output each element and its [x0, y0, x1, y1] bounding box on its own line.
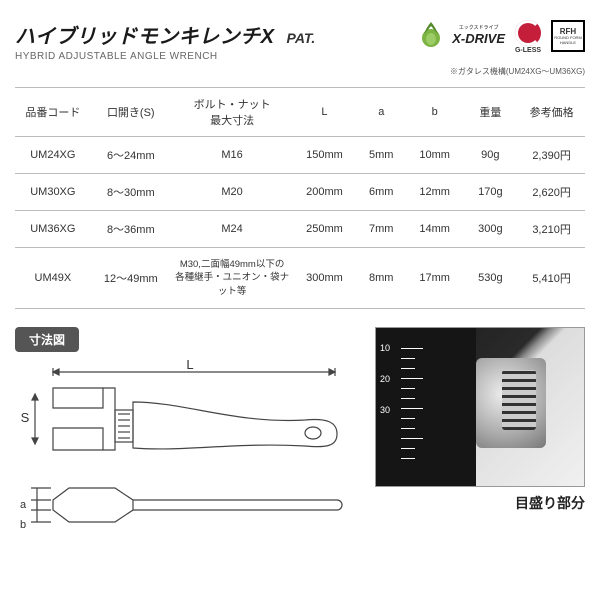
scale-photo: 10 20 30: [375, 327, 585, 487]
worm-gear: [502, 370, 536, 430]
ruler-num: 20: [380, 375, 390, 384]
col-weight: 重量: [463, 88, 519, 137]
table-cell: 12mm: [407, 174, 463, 211]
table-cell: M30,二面幅49mm以下の 各種継手・ユニオン・袋ナット等: [171, 248, 293, 309]
table-cell: UM36XG: [15, 211, 91, 248]
photo-block: 10 20 30 目盛り部分: [375, 327, 585, 513]
table-cell: 2,620円: [518, 174, 585, 211]
table-cell: 5,410円: [518, 248, 585, 309]
rfh-logo: RFH ROUND FORM HANDLE: [551, 20, 585, 52]
table-cell: M16: [171, 137, 293, 174]
table-cell: UM24XG: [15, 137, 91, 174]
table-cell: 250mm: [293, 211, 355, 248]
table-cell: 200mm: [293, 174, 355, 211]
xdrive-text: X-DRIVE: [452, 31, 505, 46]
table-cell: 10mm: [407, 137, 463, 174]
table-cell: M24: [171, 211, 293, 248]
table-cell: 300g: [463, 211, 519, 248]
table-cell: M20: [171, 174, 293, 211]
product-title-ja: ハイブリッドモンキレンチX PAT.: [15, 20, 416, 49]
table-cell: 12～49mm: [91, 248, 171, 309]
rfh-bottom: ROUND FORM HANDLE: [553, 36, 583, 45]
table-cell: 90g: [463, 137, 519, 174]
table-cell: UM49X: [15, 248, 91, 309]
ruler-marks: [401, 348, 411, 468]
gless-logo: G-LESS: [511, 20, 545, 54]
dim-label-s: S: [21, 410, 30, 425]
col-b: b: [407, 88, 463, 137]
ruler-num: 10: [380, 344, 390, 353]
gless-text: G-LESS: [511, 47, 545, 54]
table-cell: 300mm: [293, 248, 355, 309]
table-cell: 14mm: [407, 211, 463, 248]
ruler-num: 30: [380, 406, 390, 415]
dim-label-l: L: [186, 360, 193, 372]
header: ハイブリッドモンキレンチX PAT. HYBRID ADJUSTABLE ANG…: [15, 20, 585, 62]
ruler-numbers: 10 20 30: [380, 344, 390, 437]
col-price: 参考価格: [518, 88, 585, 137]
table-header-row: 品番コード 口開き(S) ボルト・ナット 最大寸法 L a b 重量 参考価格: [15, 88, 585, 137]
table-cell: 170g: [463, 174, 519, 211]
col-l: L: [293, 88, 355, 137]
table-cell: 3,210円: [518, 211, 585, 248]
table-cell: 5mm: [356, 137, 407, 174]
table-cell: 8mm: [356, 248, 407, 309]
col-a: a: [356, 88, 407, 137]
table-cell: 8～30mm: [91, 174, 171, 211]
table-row: UM24XG6～24mmM16150mm5mm10mm90g2,390円: [15, 137, 585, 174]
table-row: UM36XG8～36mmM24250mm7mm14mm300g3,210円: [15, 211, 585, 248]
photo-caption: 目盛り部分: [375, 493, 585, 513]
table-cell: 17mm: [407, 248, 463, 309]
col-opening: 口開き(S): [91, 88, 171, 137]
dimension-diagram: L S a b: [15, 360, 345, 540]
gless-icon: [515, 20, 541, 46]
title-block: ハイブリッドモンキレンチX PAT. HYBRID ADJUSTABLE ANG…: [15, 20, 416, 62]
pat-label: PAT.: [287, 30, 316, 46]
dim-label-a: a: [20, 499, 27, 511]
table-cell: 7mm: [356, 211, 407, 248]
diagram-block: 寸法図: [15, 327, 363, 543]
table-cell: 530g: [463, 248, 519, 309]
diagram-section-label: 寸法図: [15, 327, 79, 352]
eco-icon: [416, 20, 446, 50]
bottom-section: 寸法図: [15, 327, 585, 543]
table-cell: 6～24mm: [91, 137, 171, 174]
title-text: ハイブリッドモンキレンチX: [15, 26, 274, 48]
col-code: 品番コード: [15, 88, 91, 137]
logo-row: エックスドライブ X-DRIVE G-LESS RFH ROUND FORM H…: [416, 20, 585, 54]
table-cell: UM30XG: [15, 174, 91, 211]
table-row: UM30XG8～30mmM20200mm6mm12mm170g2,620円: [15, 174, 585, 211]
table-cell: 150mm: [293, 137, 355, 174]
table-cell: 2,390円: [518, 137, 585, 174]
product-title-en: HYBRID ADJUSTABLE ANGLE WRENCH: [15, 51, 416, 62]
col-bolt: ボルト・ナット 最大寸法: [171, 88, 293, 137]
spec-table: 品番コード 口開き(S) ボルト・ナット 最大寸法 L a b 重量 参考価格 …: [15, 87, 585, 309]
table-cell: 6mm: [356, 174, 407, 211]
xdrive-logo: エックスドライブ X-DRIVE: [452, 26, 505, 45]
table-cell: 8～36mm: [91, 211, 171, 248]
table-row: UM49X12～49mmM30,二面幅49mm以下の 各種継手・ユニオン・袋ナッ…: [15, 248, 585, 309]
dim-label-b: b: [20, 519, 26, 531]
footnote: ※ガタレス機構(UM24XG～UM36XG): [15, 66, 585, 77]
